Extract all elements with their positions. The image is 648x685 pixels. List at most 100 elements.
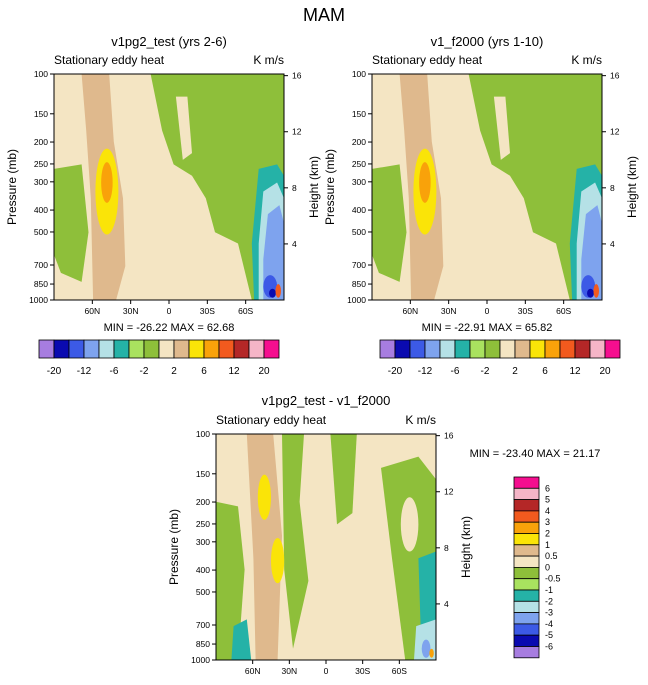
colorbar-swatch: [544, 339, 561, 359]
colorbar-label: -12: [418, 366, 433, 377]
colorbar-swatch: [158, 339, 175, 359]
tan-band: [246, 434, 282, 660]
colorbar-swatch: [514, 339, 531, 359]
colorbar-swatch: [98, 339, 115, 359]
pressure-tick-label: 100: [352, 69, 366, 79]
y2-axis-label: Height (km): [625, 156, 639, 218]
pressure-tick-label: 400: [34, 205, 48, 215]
contour-field: [372, 74, 602, 300]
colorbar-swatch: [68, 339, 85, 359]
colorbar-label: 12: [569, 366, 581, 377]
colorbar-swatch: [559, 339, 576, 359]
medium-blue-spot: [421, 639, 431, 658]
units-label: K m/s: [405, 413, 436, 427]
height-tick-label: 4: [292, 239, 297, 249]
panel-title: v1_f2000 (yrs 1-10): [431, 34, 544, 49]
lat-tick-label: 30S: [200, 306, 215, 316]
colorbar-swatch: [513, 634, 540, 647]
colorbar-swatch: [513, 476, 540, 489]
colorbar-label: -12: [77, 366, 92, 377]
green-patch-nh: [372, 164, 407, 282]
pressure-tick-label: 100: [34, 69, 48, 79]
colorbar-swatch: [394, 339, 411, 359]
left-label: Stationary eddy heat: [54, 53, 165, 67]
navy-core: [269, 288, 276, 298]
pressure-tick-label: 850: [196, 639, 210, 649]
pressure-tick-label: 400: [352, 205, 366, 215]
colorbar-label: 20: [599, 366, 611, 377]
colorbar-label: 0: [545, 562, 550, 572]
height-tick-label: 4: [444, 599, 449, 609]
pressure-tick-label: 400: [196, 565, 210, 575]
pressure-tick-label: 300: [196, 537, 210, 547]
colorbar-swatch: [248, 339, 265, 359]
colorbar-difference: 6 543 210.50 -0.5-1-2 -3-4-5 -6: [513, 476, 561, 659]
colorbar-label: 6: [542, 366, 548, 377]
colorbar-swatch: [424, 339, 441, 359]
navy-core: [587, 288, 594, 298]
colorbar-swatch: [589, 339, 606, 359]
colorbar-swatch: [379, 339, 396, 359]
colorbar-label: 2: [171, 366, 177, 377]
colorbar-swatch: [263, 339, 280, 359]
green-patch-nh: [54, 164, 89, 282]
beige-pocket: [400, 497, 419, 552]
min-max-label: MIN = -26.22 MAX = 62.68: [104, 322, 235, 334]
colorbar-label: -2: [481, 366, 490, 377]
height-tick-label: 8: [610, 183, 615, 193]
colorbar-swatch: [218, 339, 235, 359]
colorbar-swatch: [83, 339, 100, 359]
lat-tick-label: 30S: [355, 666, 370, 676]
colorbar-swatch: [513, 623, 540, 636]
colorbar-swatch: [513, 544, 540, 557]
panel-top-left: v1pg2_test (yrs 2-6) Stationary eddy heat…: [5, 34, 321, 334]
colorbar-swatch: [513, 487, 540, 500]
lat-tick-label: 30S: [518, 306, 533, 316]
lat-tick-label: 30N: [441, 306, 457, 316]
pressure-tick-label: 200: [352, 137, 366, 147]
colorbar-swatch: [233, 339, 250, 359]
colorbar-label: 4: [545, 506, 550, 516]
panel-title: v1pg2_test (yrs 2-6): [111, 34, 227, 49]
beige-tongue: [175, 96, 192, 160]
pressure-tick-label: 100: [196, 429, 210, 439]
pressure-tick-label: 250: [34, 159, 48, 169]
units-label: K m/s: [253, 53, 284, 67]
pressure-tick-label: 300: [34, 177, 48, 187]
contour-field: [216, 434, 436, 660]
colorbar-top-right: -20 -12 -6 -2 2 6 12 20: [379, 339, 621, 377]
height-tick-label: 16: [610, 71, 620, 81]
colorbar-label: -5: [545, 630, 553, 640]
colorbar-label: 5: [545, 495, 550, 505]
height-tick-label: 12: [610, 127, 620, 137]
height-tick-label: 8: [444, 543, 449, 553]
colorbar-swatch: [513, 533, 540, 546]
lat-tick-label: 0: [485, 306, 490, 316]
left-label: Stationary eddy heat: [372, 53, 483, 67]
pressure-tick-label: 1000: [29, 295, 48, 305]
colorbar-swatch: [513, 646, 540, 659]
height-tick-label: 12: [444, 487, 454, 497]
colorbar-label: -2: [140, 366, 149, 377]
height-tick-label: 16: [444, 431, 454, 441]
colorbar-label: -3: [545, 608, 553, 618]
pressure-tick-label: 250: [196, 519, 210, 529]
lat-tick-label: 60N: [85, 306, 101, 316]
lat-tick-label: 60S: [392, 666, 407, 676]
red-spot: [275, 284, 282, 298]
orange-core: [419, 162, 431, 203]
colorbar-swatch: [203, 339, 220, 359]
lat-tick-label: 60S: [238, 306, 253, 316]
pressure-tick-label: 250: [352, 159, 366, 169]
y-axis-label: Pressure (mb): [167, 509, 181, 585]
colorbar-swatch: [529, 339, 546, 359]
pressure-tick-label: 850: [34, 279, 48, 289]
pressure-tick-label: 200: [196, 497, 210, 507]
lat-tick-label: 30N: [282, 666, 298, 676]
colorbar-swatch: [128, 339, 145, 359]
yellow-core-lower: [271, 537, 285, 584]
beige-pocket: [523, 236, 552, 282]
colorbar-swatch: [469, 339, 486, 359]
colorbar-swatch: [143, 339, 160, 359]
